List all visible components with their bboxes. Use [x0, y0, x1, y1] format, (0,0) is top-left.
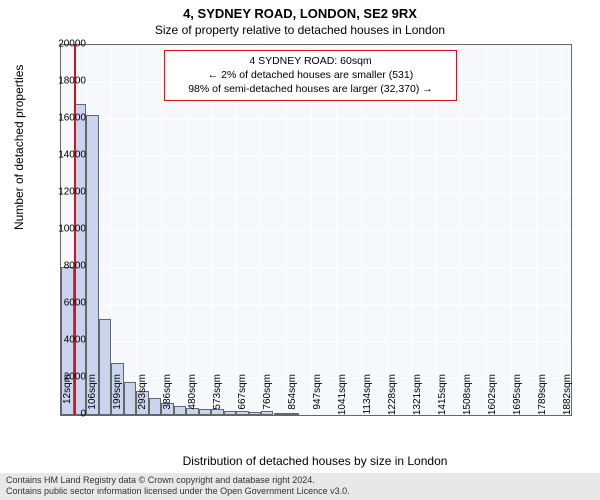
- x-tick-label: 106sqm: [87, 374, 98, 422]
- footer-line1: Contains HM Land Registry data © Crown c…: [6, 475, 594, 487]
- info-line2: ← 2% of detached houses are smaller (531…: [173, 68, 448, 82]
- y-tick-label: 14000: [46, 150, 86, 161]
- x-tick-label: 1415sqm: [437, 374, 448, 422]
- x-tick-label: 947sqm: [312, 374, 323, 422]
- gridline-h: [61, 119, 571, 120]
- x-tick-label: 1602sqm: [487, 374, 498, 422]
- histogram-bar: [99, 319, 112, 415]
- x-tick-label: 1321sqm: [412, 374, 423, 422]
- y-tick-label: 10000: [46, 224, 86, 235]
- x-tick-label: 1134sqm: [362, 374, 373, 422]
- y-tick-label: 12000: [46, 187, 86, 198]
- histogram-bar: [174, 406, 187, 415]
- x-tick-label: 199sqm: [112, 374, 123, 422]
- info-line3: 98% of semi-detached houses are larger (…: [173, 82, 448, 96]
- x-tick-label: 480sqm: [187, 374, 198, 422]
- y-tick-label: 8000: [46, 261, 86, 272]
- gridline-v: [461, 45, 462, 415]
- x-tick-label: 1882sqm: [562, 374, 573, 422]
- x-tick-label: 667sqm: [237, 374, 248, 422]
- histogram-bar: [224, 411, 237, 415]
- gridline-v: [161, 45, 162, 415]
- gridline-h: [61, 304, 571, 305]
- gridline-v: [561, 45, 562, 415]
- histogram-bar: [149, 398, 162, 415]
- y-axis-label: Number of detached properties: [12, 65, 26, 230]
- gridline-h: [61, 267, 571, 268]
- histogram-bar: [274, 413, 287, 415]
- x-tick-label: 12sqm: [62, 374, 73, 422]
- x-tick-label: 1695sqm: [512, 374, 523, 422]
- gridline-h: [61, 193, 571, 194]
- info-box: 4 SYDNEY ROAD: 60sqm← 2% of detached hou…: [164, 50, 457, 101]
- histogram-bar: [124, 382, 137, 415]
- gridline-h: [61, 341, 571, 342]
- gridline-v: [486, 45, 487, 415]
- y-tick-label: 20000: [46, 39, 86, 50]
- histogram-bar: [86, 115, 99, 415]
- title-main: 4, SYDNEY ROAD, LONDON, SE2 9RX: [0, 0, 600, 21]
- title-sub: Size of property relative to detached ho…: [0, 21, 600, 41]
- gridline-v: [511, 45, 512, 415]
- x-tick-label: 386sqm: [162, 374, 173, 422]
- footer-line2: Contains public sector information licen…: [6, 486, 594, 498]
- x-tick-label: 1228sqm: [387, 374, 398, 422]
- footer-attribution: Contains HM Land Registry data © Crown c…: [0, 473, 600, 500]
- x-tick-label: 1508sqm: [462, 374, 473, 422]
- histogram-bar: [199, 409, 212, 415]
- gridline-h: [61, 230, 571, 231]
- gridline-h: [61, 156, 571, 157]
- x-tick-label: 1789sqm: [537, 374, 548, 422]
- y-tick-label: 18000: [46, 76, 86, 87]
- y-tick-label: 6000: [46, 298, 86, 309]
- gridline-v: [536, 45, 537, 415]
- x-tick-label: 760sqm: [262, 374, 273, 422]
- chart-area: 4 SYDNEY ROAD: 60sqm← 2% of detached hou…: [60, 44, 570, 414]
- y-tick-label: 4000: [46, 335, 86, 346]
- x-tick-label: 293sqm: [137, 374, 148, 422]
- gridline-v: [136, 45, 137, 415]
- info-line1: 4 SYDNEY ROAD: 60sqm: [173, 54, 448, 68]
- x-tick-label: 854sqm: [287, 374, 298, 422]
- x-tick-label: 1041sqm: [337, 374, 348, 422]
- plot-background: 4 SYDNEY ROAD: 60sqm← 2% of detached hou…: [60, 44, 572, 416]
- y-tick-label: 16000: [46, 113, 86, 124]
- x-tick-label: 573sqm: [212, 374, 223, 422]
- histogram-bar: [249, 412, 262, 415]
- x-axis-label: Distribution of detached houses by size …: [60, 454, 570, 468]
